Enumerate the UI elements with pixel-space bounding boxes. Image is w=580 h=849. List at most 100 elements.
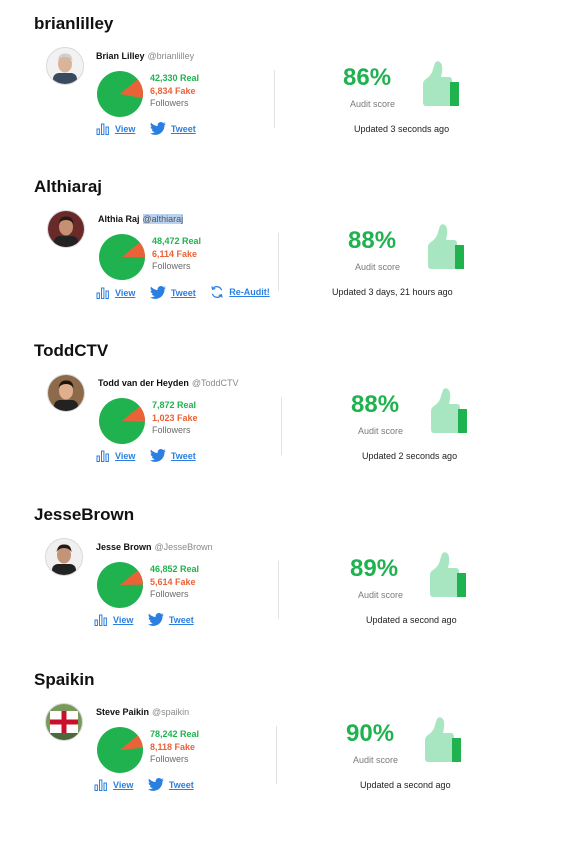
thumb-hand	[428, 224, 457, 269]
thumb-cuff	[457, 573, 466, 597]
vertical-divider	[276, 726, 277, 784]
real-count: 46,852 Real	[150, 564, 200, 574]
real-count: 42,330 Real	[150, 73, 200, 83]
real-count: 78,242 Real	[150, 729, 200, 739]
avatar[interactable]	[47, 374, 85, 412]
updated-timestamp: Updated 3 days, 21 hours ago	[332, 287, 453, 297]
fake-count: 6,834 Fake	[150, 85, 196, 96]
bar-chart-icon	[96, 287, 109, 299]
fake-count: 1,023 Fake	[152, 412, 198, 423]
person-avatar-icon	[48, 211, 84, 247]
thumbs-up-icon	[423, 61, 459, 106]
view-link[interactable]: View	[94, 614, 133, 626]
twitter-bird-icon	[147, 613, 164, 626]
audit-score-value: 90%	[346, 720, 395, 747]
handle-heading: JesseBrown	[34, 505, 135, 524]
follower-stats: 48,472 Real 6,114 Fake Followers	[152, 235, 201, 273]
pie-fake-slice	[122, 242, 146, 258]
thumb-cuff	[452, 738, 461, 762]
followers-label: Followers	[150, 98, 189, 108]
thumb-hand	[423, 61, 452, 106]
tweet-link[interactable]: Tweet	[149, 449, 196, 462]
audit-card: JesseBrown Jesse Brown @JesseBrown 46,852…	[0, 505, 580, 665]
view-link[interactable]: View	[96, 287, 135, 299]
followers-pie-chart	[99, 398, 146, 444]
tweet-link[interactable]: Tweet	[147, 613, 194, 626]
updated-timestamp: Updated 2 seconds ago	[362, 451, 458, 461]
avatar[interactable]	[45, 538, 83, 576]
audit-card: Spaikin Steve Paikin @spaikin 78,242 Real…	[0, 670, 580, 830]
view-link-label: View	[115, 288, 136, 298]
audit-card: ToddCTV Todd van der Heyden @ToddCTV 7,87…	[0, 341, 580, 501]
tweet-link[interactable]: Tweet	[147, 778, 194, 791]
audit-score-label: Audit score	[358, 426, 404, 436]
follower-stats: 42,330 Real 6,834 Fake Followers	[150, 72, 199, 110]
pie-fake-slice	[120, 735, 143, 750]
username[interactable]: @JesseBrown	[154, 542, 213, 552]
audit-score-value: 89%	[350, 555, 399, 582]
follower-stats: 46,852 Real 5,614 Fake Followers	[150, 563, 199, 601]
avatar[interactable]	[45, 703, 83, 741]
followers-pie-chart	[97, 71, 144, 117]
updated-timestamp: Updated a second ago	[366, 615, 457, 625]
followers-label: Followers	[152, 261, 191, 271]
audit-score-label: Audit score	[350, 99, 396, 109]
thumb-hand	[430, 552, 459, 597]
view-link-label: View	[113, 615, 134, 625]
display-name: Todd van der Heyden	[98, 378, 189, 388]
display-name: Brian Lilley	[96, 51, 145, 61]
audit-card: brianlilley Brian Lilley @brianlilley 42,…	[0, 14, 580, 174]
view-link[interactable]: View	[94, 779, 133, 791]
tweet-link-label: Tweet	[170, 450, 196, 461]
updated-timestamp: Updated a second ago	[360, 780, 451, 790]
tweet-link-label: Tweet	[170, 123, 196, 134]
tweet-link-label: Tweet	[170, 287, 196, 298]
view-link[interactable]: View	[96, 450, 135, 462]
audit-score-label: Audit score	[355, 262, 401, 272]
flag-avatar-icon	[46, 704, 82, 740]
username[interactable]: @spaikin	[152, 707, 190, 717]
fake-count: 5,614 Fake	[150, 576, 196, 587]
tweet-link-label: Tweet	[168, 779, 194, 790]
thumbs-up-icon	[428, 224, 464, 269]
account-name-line: Todd van der Heyden @ToddCTV	[98, 378, 239, 388]
followers-pie-chart	[99, 234, 146, 280]
vertical-divider	[274, 70, 275, 128]
thumb-cuff	[450, 82, 459, 106]
handle-heading: Spaikin	[34, 670, 95, 689]
audit-actions: View Tweet Re-Audit!	[96, 285, 282, 301]
person-avatar-icon	[48, 375, 84, 411]
audit-card: Althiaraj Althia Raj @althiaraj 48,472 Re…	[0, 177, 580, 337]
reaudit-link[interactable]: Re-Audit!	[210, 285, 270, 299]
thumb-hand	[431, 388, 460, 433]
username[interactable]: @althiaraj	[142, 214, 184, 224]
real-count: 48,472 Real	[152, 236, 202, 246]
username[interactable]: @brianlilley	[147, 51, 195, 61]
vertical-divider	[278, 561, 279, 619]
followers-label: Followers	[150, 754, 189, 764]
audit-actions: View Tweet	[96, 122, 208, 137]
real-count: 7,872 Real	[152, 400, 197, 410]
followers-pie-chart	[97, 727, 143, 773]
account-name-line: Jesse Brown @JesseBrown	[96, 542, 213, 552]
audit-score-label: Audit score	[358, 590, 404, 600]
twitter-bird-icon	[149, 122, 166, 135]
updated-timestamp: Updated 3 seconds ago	[354, 124, 450, 134]
twitter-bird-icon	[147, 778, 164, 791]
avatar[interactable]	[47, 210, 85, 248]
vertical-divider	[278, 233, 279, 291]
tweet-link[interactable]: Tweet	[149, 122, 196, 135]
bar-chart-icon	[96, 450, 109, 462]
display-name: Jesse Brown	[96, 542, 152, 552]
handle-heading: Althiaraj	[34, 177, 103, 196]
avatar[interactable]	[46, 47, 84, 85]
audit-actions: View Tweet	[94, 778, 206, 793]
view-link[interactable]: View	[96, 123, 135, 135]
display-name: Althia Raj	[98, 214, 140, 224]
username[interactable]: @ToddCTV	[191, 378, 239, 388]
audit-actions: View Tweet	[96, 449, 208, 464]
tweet-link[interactable]: Tweet	[149, 286, 196, 299]
twitter-bird-icon	[149, 286, 166, 299]
twitter-bird-icon	[149, 449, 166, 462]
thumb-cuff	[458, 409, 467, 433]
